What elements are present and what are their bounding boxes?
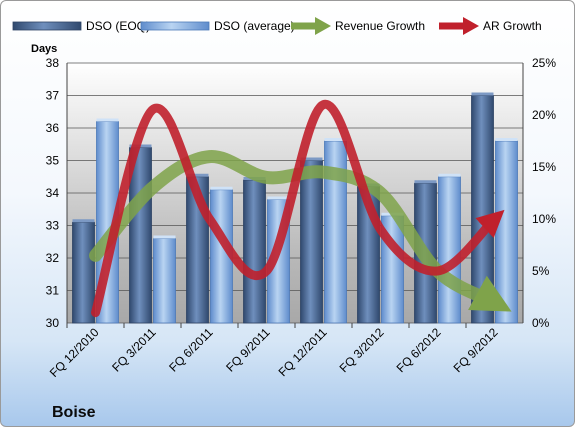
bar-top — [414, 180, 437, 184]
bar-top — [186, 173, 209, 177]
bar-top — [72, 219, 95, 223]
legend-arrowhead — [463, 17, 479, 35]
y2-tick-label: 15% — [532, 160, 556, 174]
x-tick-label: FQ 9/2011 — [223, 325, 273, 375]
y2-tick-label: 0% — [532, 316, 550, 330]
legend-revenue-growth: Revenue Growth — [291, 17, 425, 35]
legend-label: AR Growth — [483, 19, 542, 33]
legend-swatch — [140, 21, 210, 31]
y-axis-title: Days — [31, 43, 57, 55]
company-name: Boise — [52, 404, 96, 421]
legend-label: DSO (average) — [214, 19, 295, 33]
y-tick-label: 32 — [46, 251, 60, 265]
bar-dso-eoq — [129, 147, 152, 324]
bar-top — [495, 138, 518, 141]
bar-top — [471, 92, 494, 96]
legend-arrowhead — [315, 17, 331, 35]
chart-legend: DSO (EOQ) DSO (average) Revenue Growth AR G… — [12, 17, 542, 35]
y2-tick-label: 20% — [532, 108, 556, 122]
bar-dso-eoq — [72, 221, 95, 324]
x-tick-label: FQ 12/2010 — [47, 325, 102, 380]
y-tick-label: 37 — [46, 89, 60, 103]
bar-top — [438, 173, 461, 177]
bar-top — [300, 157, 323, 161]
line-ar-growth — [91, 100, 505, 318]
y2-tick-label: 5% — [532, 264, 550, 278]
bar-top — [210, 186, 233, 190]
legend-ar-growth: AR Growth — [439, 17, 542, 35]
y-tick-label: 36 — [46, 121, 60, 135]
growth-lines — [89, 100, 512, 318]
legend-dso-average: DSO (average) — [140, 19, 295, 33]
y-tick-label: 34 — [46, 186, 60, 200]
bar-dso-average — [438, 176, 461, 324]
bar-top — [153, 235, 176, 239]
x-tick-label: FQ 3/2012 — [337, 325, 387, 375]
y-tick-label: 30 — [46, 316, 60, 330]
left-axis-ticks: 30 31 32 33 34 35 36 37 38 — [46, 56, 60, 330]
x-tick-label: FQ 6/2012 — [394, 325, 444, 375]
x-tick-label: FQ 3/2011 — [109, 325, 159, 375]
line-revenue-growth — [89, 150, 512, 312]
x-axis-ticks: FQ 12/2010 FQ 3/2011 FQ 6/2011 FQ 9/2011 FQ … — [47, 323, 501, 380]
x-tick-label: FQ 12/2011 — [276, 325, 330, 379]
bar-top — [267, 196, 290, 200]
bar-top — [324, 138, 347, 141]
legend-label: DSO (EOQ) — [86, 19, 150, 33]
legend-label: Revenue Growth — [335, 19, 425, 33]
x-tick-label: FQ 6/2011 — [166, 325, 216, 375]
legend-swatch — [12, 21, 82, 31]
y-tick-label: 33 — [46, 219, 60, 233]
bar-top — [96, 118, 119, 122]
x-tick-label: FQ 9/2012 — [451, 325, 501, 375]
y2-tick-label: 10% — [532, 212, 556, 226]
y-tick-label: 35 — [46, 154, 60, 168]
legend-dso-eoq: DSO (EOQ) — [12, 19, 150, 33]
bar-dso-average — [153, 238, 176, 324]
right-axis-ticks: 0% 5% 10% 15% 20% 25% — [532, 56, 556, 330]
bar-dso-eoq — [243, 179, 266, 324]
bar-dso-eoq — [300, 160, 323, 324]
bar-dso-average — [495, 140, 518, 324]
y2-tick-label: 25% — [532, 56, 556, 70]
y-tick-label: 31 — [46, 284, 60, 298]
y-tick-label: 38 — [46, 56, 60, 70]
